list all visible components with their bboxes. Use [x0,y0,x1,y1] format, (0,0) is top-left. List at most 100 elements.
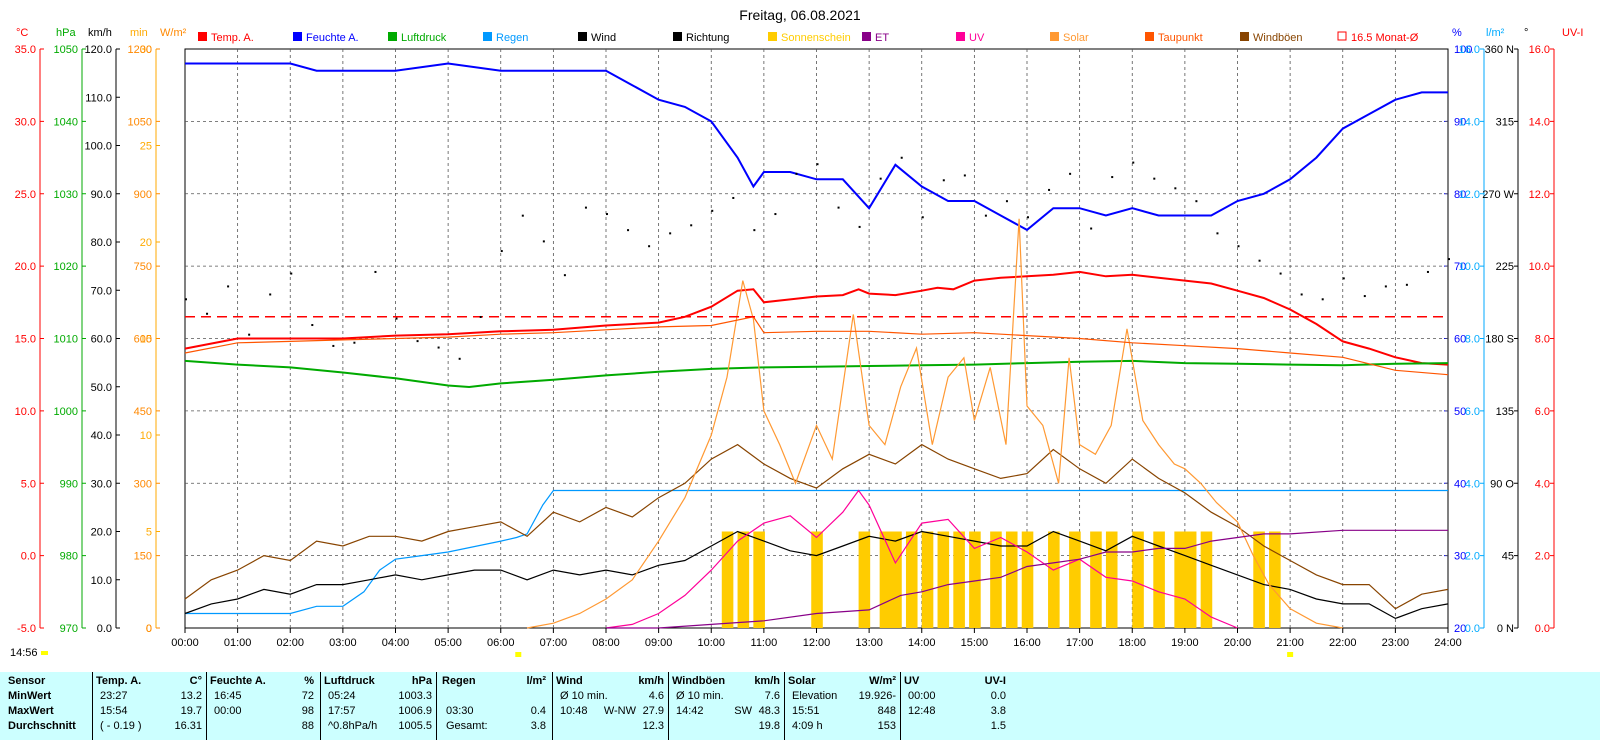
direction-point [1111,176,1114,179]
sunshine-bar [858,531,871,628]
table-separator [668,672,669,740]
right-axis-tick-label: 8.0 [1535,334,1550,346]
direction-point [942,179,945,182]
sun-marker [515,652,522,657]
x-tick-label: 22:00 [1329,637,1357,649]
legend-item-16-5-monat: 16.5 Monat-Ø [1351,32,1419,44]
series-solar [526,218,1343,629]
right-axis-tick-label: 6.0 [1465,406,1480,418]
gust-max-time: 14:42 [676,705,704,717]
sunshine-bars [721,531,1281,628]
direction-point [458,357,461,360]
left-axis-tick-label: 110.0 [85,92,112,104]
x-tick-label: 21:00 [1276,637,1304,649]
x-tick-label: 17:00 [1066,637,1094,649]
table-separator [900,672,901,740]
right-axis-tick-label: 12.0 [1529,189,1550,201]
press-min-time: 05:24 [328,690,356,702]
legend-swatch [198,32,207,41]
direction-point [900,156,903,159]
legend-item-taupunkt: Taupunkt [1158,32,1203,44]
temp-min-time: 23:27 [100,690,128,702]
left-axis-tick-label: 980 [60,551,78,563]
wind-max-time: 10:48 [560,705,588,717]
sunshine-bar [969,531,981,628]
x-tick-label: 20:00 [1224,637,1252,649]
right-axis-tick-label: 2.0 [1535,551,1550,563]
direction-point [1090,227,1093,230]
row-label-max: MaxWert [8,705,54,717]
legend-swatch [768,32,777,41]
direction-point [753,229,756,232]
left-axis-tick-label: 90.0 [91,189,112,201]
direction-point [248,333,251,336]
x-tick-label: 19:00 [1171,637,1199,649]
right-axis-tick-label: 180 S [1485,334,1514,346]
series-windb-en [184,443,1449,610]
x-tick-label: 04:00 [382,637,410,649]
hum-title: Feuchte A. [210,675,266,687]
direction-point [1279,272,1282,275]
left-axis-tick-label: 25 [140,141,152,153]
legend-swatch [1145,32,1154,41]
direction-point [521,214,524,217]
direction-point [1405,283,1408,286]
legend-swatch [483,32,492,41]
grid [184,48,1449,629]
left-axis-unit: °C [16,27,28,39]
direction-point [1174,187,1177,190]
right-axis-tick-label: 4.0 [1535,478,1550,490]
x-tick-label: 15:00 [961,637,989,649]
direction-point [1069,172,1072,175]
sunshine-bar [953,531,965,628]
press-avg-note: ^0.8hPa/h [328,720,378,732]
left-axis-tick-label: 20.0 [91,527,112,539]
right-axis-tick-label: 90 O [1490,478,1514,490]
direction-point [627,229,630,232]
left-axis-tick-label: 30.0 [15,116,36,128]
press-max-time: 17:57 [328,705,356,717]
legend-swatch [1337,31,1347,41]
sun-icon [40,651,48,656]
x-tick-label: 18:00 [1118,637,1146,649]
left-axis-tick-label: 100.0 [84,141,112,153]
right-axis-tick-label: 360 N [1485,44,1514,56]
left-axis-tick-label: 5 [146,527,152,539]
sunshine-bar [1069,531,1081,628]
series-et [606,529,1448,629]
left-axis-tick-label: 15.0 [15,334,36,346]
row-label-min: MinWert [8,690,52,702]
x-tick-label: 03:00 [329,637,357,649]
left-axis-tick-label: 600 [134,334,152,346]
left-axis-tick-label: 10.0 [91,575,112,587]
direction-point [1237,245,1240,248]
legend-swatch [956,32,965,41]
right-axis-tick-label: 16.0 [1459,44,1480,56]
sun-marker [1287,652,1294,657]
right-axis-tick-label: 10.0 [1529,261,1550,273]
right-axis-tick-label: 12.0 [1459,189,1480,201]
direction-point [227,285,230,288]
direction-point [332,344,335,347]
right-axis-tick-label: 60 [1454,334,1466,346]
table-separator [206,672,207,740]
sunshine-bar [1048,531,1060,628]
left-axis-tick-label: 0 [146,623,152,635]
direction-point [816,163,819,166]
direction-point [311,324,314,327]
right-axis-tick-label: 50 [1454,406,1466,418]
sunshine-bar [1132,531,1144,628]
weather-chart: Freitag, 06.08.2021 Temp. A. Feuchte A. Lu… [15,7,1583,657]
sunshine-bar [1005,531,1018,628]
series-taupunkt [184,316,1449,376]
legend-swatch [578,32,587,41]
left-axis-tick-label: 1200 [128,44,152,56]
sunshine-bar [721,531,734,628]
left-axis-tick-label: 750 [134,261,152,273]
x-tick-label: 06:00 [487,637,515,649]
sunshine-bar [1090,531,1102,628]
sunshine-bar [937,531,950,628]
table-separator [784,672,785,740]
x-tick-label: 12:00 [803,637,831,649]
legend-swatch [388,32,397,41]
